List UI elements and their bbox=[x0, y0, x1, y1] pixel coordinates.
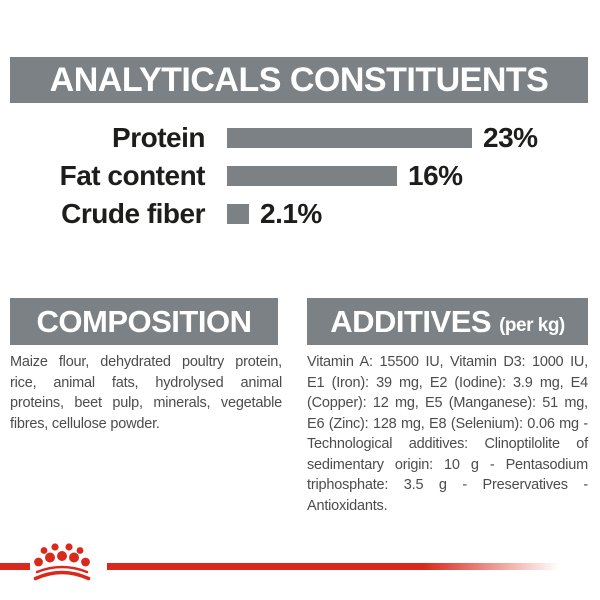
chart-value-label: 16% bbox=[408, 160, 463, 191]
chart-row-protein: Protein 23% bbox=[10, 119, 590, 157]
additives-title: ADDITIVES bbox=[330, 303, 492, 339]
chart-value-label: 2.1% bbox=[260, 198, 322, 229]
analyticals-bar-chart: Protein 23% Fat content 16% Crude fiber 2.1% bbox=[10, 119, 590, 233]
chart-value-label: 23% bbox=[483, 122, 538, 153]
chart-row-crude-fiber: Crude fiber 2.1% bbox=[10, 195, 590, 233]
chart-category-label: Fat content bbox=[59, 160, 206, 191]
composition-text: Maize flour, dehydrated poultry protein,… bbox=[10, 354, 282, 432]
analyticals-header-banner: ANALYTICALS CONSTITUENTS bbox=[10, 57, 588, 103]
chart-category-label: Protein bbox=[112, 122, 205, 153]
chart-category-label: Crude fiber bbox=[61, 198, 205, 229]
composition-header-banner: COMPOSITION bbox=[10, 298, 278, 345]
royal-canin-crown-icon bbox=[33, 543, 91, 581]
additives-header-banner: ADDITIVES (per kg) bbox=[307, 298, 588, 345]
chart-bar bbox=[227, 128, 472, 148]
additives-text: Vitamin A: 15500 IU, Vitamin D3: 1000 IU… bbox=[307, 354, 588, 514]
brand-rule-left bbox=[0, 563, 30, 570]
chart-bar bbox=[227, 166, 397, 186]
chart-row-fat-content: Fat content 16% bbox=[10, 157, 590, 195]
composition-title: COMPOSITION bbox=[36, 303, 252, 339]
analyticals-title: ANALYTICALS CONSTITUENTS bbox=[49, 60, 549, 99]
brand-rule-right bbox=[107, 563, 559, 570]
additives-unit: (per kg) bbox=[499, 314, 565, 336]
chart-bar bbox=[227, 204, 249, 224]
